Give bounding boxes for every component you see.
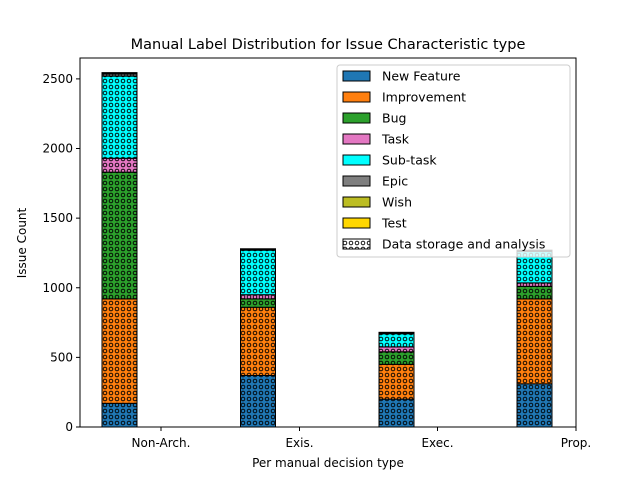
bar-pattern xyxy=(102,403,137,427)
y-axis-label: Issue Count xyxy=(15,207,29,278)
chart-title: Manual Label Distribution for Issue Char… xyxy=(131,37,526,53)
x-axis-label: Per manual decision type xyxy=(252,456,404,470)
y-tick-label: 0 xyxy=(65,420,73,434)
y-tick-label: 1000 xyxy=(42,281,73,295)
bar-pattern xyxy=(102,76,137,159)
bar-pattern xyxy=(379,346,414,352)
bar-pattern xyxy=(379,351,414,365)
bar-pattern xyxy=(102,74,137,77)
bar-pattern xyxy=(517,298,552,384)
bar-pattern xyxy=(517,282,552,287)
legend-swatch xyxy=(342,133,371,145)
bar-pattern xyxy=(102,172,137,299)
bar-pattern xyxy=(240,250,276,295)
x-tick-label: Exis. xyxy=(285,436,313,450)
legend-swatch-pattern xyxy=(343,239,370,249)
legend-swatch xyxy=(342,175,371,187)
legend-label: Bug xyxy=(382,111,406,126)
bar-pattern xyxy=(240,307,276,376)
bar-pattern xyxy=(102,158,137,173)
legend-label: Task xyxy=(381,132,410,147)
bar-pattern xyxy=(240,294,276,299)
bar-pattern xyxy=(517,383,552,427)
legend-swatch xyxy=(342,91,371,103)
legend-label: Sub-task xyxy=(382,153,437,168)
plot-frame xyxy=(79,57,577,428)
legend-swatch xyxy=(342,112,371,124)
legend: New Feature Improvement Bug Task Sub-task Epi… xyxy=(336,64,571,258)
bar-pattern xyxy=(379,399,414,427)
bar-pattern xyxy=(379,333,414,347)
x-tick-label: Prop. xyxy=(561,436,591,450)
bar-pattern xyxy=(379,364,414,400)
legend-label: Data storage and analysis xyxy=(382,237,545,252)
legend-swatch xyxy=(342,217,371,229)
x-tick-label: Exec. xyxy=(421,436,453,450)
bar-pattern xyxy=(102,298,137,404)
bar-pattern xyxy=(240,298,276,308)
bar-pattern xyxy=(240,375,276,427)
legend-label: New Feature xyxy=(382,69,461,84)
y-tick-label: 2000 xyxy=(42,142,73,156)
legend-label: Epic xyxy=(382,174,408,189)
legend-box xyxy=(336,64,571,258)
legend-label: Test xyxy=(381,216,407,231)
y-tick-label: 2500 xyxy=(42,72,73,86)
legend-label: Wish xyxy=(382,195,412,210)
legend-swatch xyxy=(342,70,371,82)
bar-pattern xyxy=(379,332,414,334)
legend-swatch xyxy=(342,154,371,166)
bar-pattern xyxy=(517,286,552,299)
y-tick-label: 1500 xyxy=(42,211,73,225)
legend-swatch xyxy=(342,196,371,208)
legend-label: Improvement xyxy=(382,90,466,105)
bar-pattern xyxy=(102,72,137,74)
plot-area: 0 500 1000 1500 2000 2500 Non-Arch. Exis. Exec. P… xyxy=(42,57,591,450)
y-tick-label: 500 xyxy=(50,350,73,364)
x-tick-label: Non-Arch. xyxy=(132,436,191,450)
